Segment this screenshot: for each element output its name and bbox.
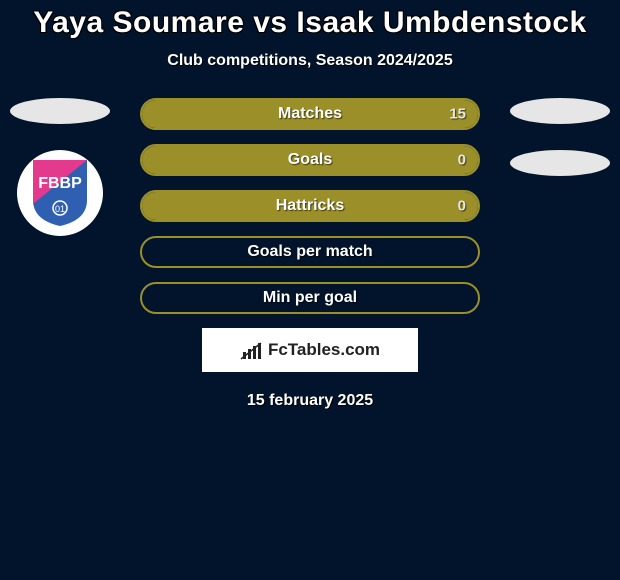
left-player-photo-placeholder	[10, 98, 110, 124]
svg-text:01: 01	[55, 204, 65, 214]
stat-row: Hattricks 0	[140, 190, 480, 222]
stat-label: Min per goal	[263, 289, 357, 307]
comparison-layout: FBBP 01 Matches 15 Goals 0 Hattricks 0 Goals p…	[0, 98, 620, 314]
stat-label: Goals	[288, 151, 332, 169]
brand-text: FcTables.com	[268, 340, 380, 360]
stats-list: Matches 15 Goals 0 Hattricks 0 Goals per match…	[140, 98, 480, 314]
stat-value-right: 0	[458, 198, 466, 215]
brand-box[interactable]: FcTables.com	[202, 328, 418, 372]
right-player-photo-placeholder	[510, 98, 610, 124]
right-club-badge-placeholder	[510, 150, 610, 176]
stat-row: Goals per match	[140, 236, 480, 268]
stat-row: Min per goal	[140, 282, 480, 314]
stat-value-right: 0	[458, 152, 466, 169]
stat-row: Matches 15	[140, 98, 480, 130]
comparison-date: 15 february 2025	[0, 392, 620, 410]
left-club-badge: FBBP 01	[17, 150, 103, 236]
right-player-column	[500, 98, 620, 202]
left-player-column: FBBP 01	[0, 98, 120, 236]
fbbp-shield-icon: FBBP 01	[29, 158, 91, 228]
stat-value-right: 15	[449, 106, 466, 123]
badge-text: FBBP	[38, 175, 82, 192]
stat-label: Goals per match	[247, 243, 372, 261]
page-subtitle: Club competitions, Season 2024/2025	[0, 52, 620, 70]
page-title: Yaya Soumare vs Isaak Umbdenstock	[0, 0, 620, 40]
stat-label: Hattricks	[276, 197, 344, 215]
stat-row: Goals 0	[140, 144, 480, 176]
stat-label: Matches	[278, 105, 342, 123]
bar-chart-icon	[240, 340, 262, 360]
